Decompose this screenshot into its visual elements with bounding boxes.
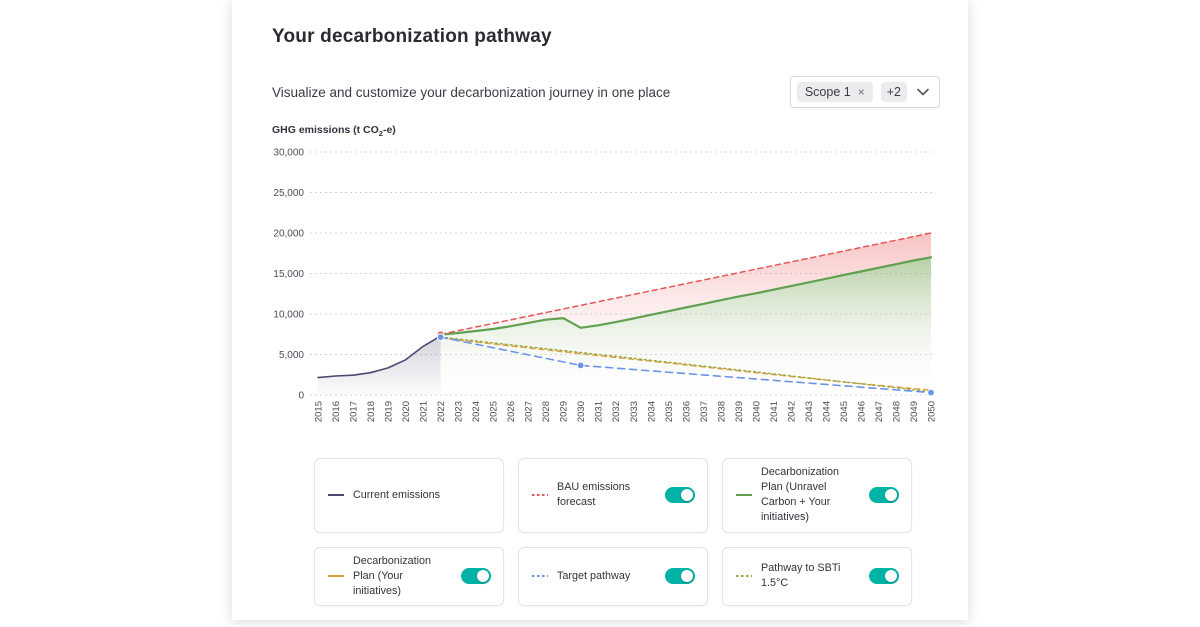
scope-more-chip[interactable]: +2 xyxy=(880,82,907,102)
legend-toggle[interactable] xyxy=(665,487,695,504)
x-tick-label: 2047 xyxy=(874,401,885,422)
y-axis-title-text: GHG emissions (t CO xyxy=(272,124,379,136)
legend-toggle[interactable] xyxy=(461,568,491,585)
area-plan xyxy=(440,257,931,396)
scope-chip-label: Scope 1 xyxy=(804,85,851,99)
x-tick-label: 2033 xyxy=(629,401,640,422)
legend-toggle[interactable] xyxy=(869,568,899,585)
legend-swatch-icon xyxy=(532,494,548,497)
series-line-plan xyxy=(439,256,933,336)
chevron-down-icon[interactable] xyxy=(917,88,929,96)
legend-swatch-icon xyxy=(736,494,752,497)
x-tick-label: 2018 xyxy=(366,401,377,422)
x-tick-label: 2022 xyxy=(436,401,447,422)
x-tick-label: 2020 xyxy=(401,401,412,422)
x-tick-label: 2025 xyxy=(489,401,500,422)
x-tick-label: 2017 xyxy=(349,401,360,422)
x-tick-label: 2045 xyxy=(839,401,850,422)
series-dot-target xyxy=(927,388,935,397)
x-tick-label: 2027 xyxy=(524,401,535,422)
scope-chip[interactable]: Scope 1 × xyxy=(796,82,873,102)
x-tick-label: 2015 xyxy=(314,401,325,422)
x-tick-label: 2048 xyxy=(892,401,903,422)
chip-close-icon[interactable]: × xyxy=(857,85,865,99)
x-tick-label: 2036 xyxy=(681,401,692,422)
y-tick-label: 10,000 xyxy=(273,310,304,321)
series-line-bau xyxy=(439,232,932,336)
legend-card-label: Decarbonization Plan (Unravel Carbon + Y… xyxy=(761,466,840,524)
x-tick-label: 2035 xyxy=(664,401,675,422)
x-tick-label: 2038 xyxy=(716,401,727,422)
legend-card-label: Target pathway xyxy=(557,569,631,582)
x-tick-label: 2042 xyxy=(786,401,797,422)
y-tick-label: 15,000 xyxy=(273,269,304,280)
subtitle-row: Visualize and customize your decarboniza… xyxy=(272,76,940,108)
page-subtitle: Visualize and customize your decarboniza… xyxy=(272,84,671,100)
scope-filter-select[interactable]: Scope 1 × +2 xyxy=(789,76,940,108)
x-tick-label: 2029 xyxy=(559,401,570,422)
x-tick-label: 2023 xyxy=(454,401,465,422)
x-tick-label: 2037 xyxy=(699,401,710,422)
y-tick-label: 25,000 xyxy=(273,188,304,199)
area-current xyxy=(318,335,441,396)
legend-row: Decarbonization Plan (Your initiatives) T… xyxy=(314,546,940,606)
y-tick-label: 20,000 xyxy=(273,229,304,240)
series-line-target xyxy=(439,336,932,394)
legend-card-label: Pathway to SBTi 1.5°C xyxy=(761,562,841,590)
x-tick-label: 2016 xyxy=(331,401,342,422)
y-axis-title-sub: 2 xyxy=(378,129,383,139)
y-axis-title-text: -e) xyxy=(382,124,396,136)
x-tick-label: 2050 xyxy=(927,401,938,422)
x-tick-label: 2046 xyxy=(856,401,867,422)
legend-row: Current emissions BAU emissions forecast D… xyxy=(314,458,940,533)
legend-toggle[interactable] xyxy=(665,568,695,585)
emissions-chart: 0 5,000 10,000 15,000 20,000 25,000 30,000 2015… xyxy=(273,148,938,423)
y-tick-label: 0 xyxy=(298,391,304,402)
x-tick-label: 2040 xyxy=(751,401,762,422)
legend-card: BAU emissions forecast xyxy=(518,458,708,533)
x-tick-label: 2030 xyxy=(576,401,587,422)
x-tick-label: 2039 xyxy=(734,401,745,422)
x-tick-label: 2032 xyxy=(611,401,622,422)
x-tick-label: 2041 xyxy=(769,401,780,422)
chart-y-axis-title: GHG emissions (t CO2-e) xyxy=(272,124,940,138)
x-tick-label: 2021 xyxy=(419,401,430,422)
x-tick-label: 2044 xyxy=(821,401,832,422)
x-tick-label: 2034 xyxy=(646,401,657,422)
legend-card: Decarbonization Plan (Unravel Carbon + Y… xyxy=(722,458,912,533)
legend-card-label: BAU emissions forecast xyxy=(557,481,631,509)
series-line-current xyxy=(317,335,442,379)
legend-card: Current emissions xyxy=(314,458,504,533)
legend-card-label: Current emissions xyxy=(353,488,441,501)
legend-card: Decarbonization Plan (Your initiatives) xyxy=(314,546,504,606)
legend-swatch-icon xyxy=(736,575,752,578)
legend: Current emissions BAU emissions forecast D… xyxy=(314,458,940,606)
y-tick-label: 30,000 xyxy=(273,148,304,159)
y-tick-label: 5,000 xyxy=(279,350,304,361)
x-tick-label: 2019 xyxy=(384,401,395,422)
legend-swatch-icon xyxy=(328,575,344,578)
legend-card: Target pathway xyxy=(518,546,708,606)
decarbonization-pathway-card: Your decarbonization pathway Visualize a… xyxy=(232,0,968,620)
legend-swatch-icon xyxy=(328,494,344,497)
area-bau xyxy=(440,233,931,335)
legend-swatch-icon xyxy=(532,575,548,578)
legend-toggle[interactable] xyxy=(869,487,899,504)
x-tick-label: 2026 xyxy=(506,401,517,422)
x-tick-label: 2043 xyxy=(804,401,815,422)
x-tick-label: 2024 xyxy=(471,401,482,422)
series-dot-target xyxy=(436,333,445,342)
x-tick-label: 2028 xyxy=(541,401,552,422)
legend-card-label: Decarbonization Plan (Your initiatives) xyxy=(353,554,432,597)
page-title: Your decarbonization pathway xyxy=(272,26,552,47)
series-dot-target xyxy=(576,361,585,370)
legend-card: Pathway to SBTi 1.5°C xyxy=(722,546,912,606)
series-line-sbti xyxy=(439,336,932,393)
x-tick-label: 2049 xyxy=(909,401,920,422)
x-tick-label: 2031 xyxy=(594,401,605,422)
